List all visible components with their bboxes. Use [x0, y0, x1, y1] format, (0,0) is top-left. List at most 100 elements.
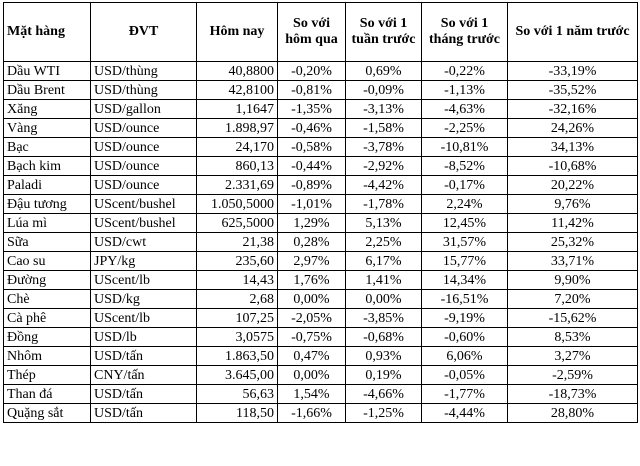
table-row: Sữa USD/cwt 21,38 0,28% 2,25% 31,57% 25,32%: [3, 232, 638, 252]
cell-vs-1-year: -33,19%: [507, 61, 638, 81]
cell-vs-1-month: 15,77%: [421, 251, 508, 271]
cell-vs-1-year: -18,73%: [507, 384, 638, 404]
cell-vs-1-week: -1,25%: [345, 403, 422, 423]
table-header: Mặt hàng ĐVT Hôm nay So với hôm qua So v…: [3, 2, 638, 62]
cell-commodity: Sữa: [3, 232, 91, 252]
cell-vs-1-month: -0,17%: [421, 175, 508, 195]
cell-unit: USD/ounce: [90, 175, 197, 195]
commodity-price-table: Mặt hàng ĐVT Hôm nay So với hôm qua So v…: [3, 2, 638, 423]
table-row: Đồng USD/lb 3,0575 -0,75% -0,68% -0,60% 8,53%: [3, 327, 638, 347]
cell-vs-yesterday: 1,29%: [277, 213, 346, 233]
cell-vs-1-month: -8,52%: [421, 156, 508, 176]
cell-commodity: Cà phê: [3, 308, 91, 328]
cell-vs-yesterday: 1,54%: [277, 384, 346, 404]
cell-today: 24,170: [196, 137, 278, 157]
cell-unit: UScent/bushel: [90, 194, 197, 214]
table-row: Lúa mì UScent/bushel 625,5000 1,29% 5,13% 12,…: [3, 213, 638, 233]
header-vs-yesterday: So với hôm qua: [277, 2, 346, 62]
cell-vs-1-year: 7,20%: [507, 289, 638, 309]
cell-vs-1-year: -32,16%: [507, 99, 638, 119]
cell-unit: USD/thùng: [90, 80, 197, 100]
cell-vs-1-year: 28,80%: [507, 403, 638, 423]
table-row: Than đá USD/tấn 56,63 1,54% -4,66% -1,77% -18,…: [3, 384, 638, 404]
cell-commodity: Chè: [3, 289, 91, 309]
cell-vs-1-year: 20,22%: [507, 175, 638, 195]
cell-today: 235,60: [196, 251, 278, 271]
cell-vs-1-year: 8,53%: [507, 327, 638, 347]
cell-vs-yesterday: 0,47%: [277, 346, 346, 366]
cell-vs-1-year: 33,71%: [507, 251, 638, 271]
cell-unit: USD/tấn: [90, 403, 197, 423]
table-row: Dầu Brent USD/thùng 42,8100 -0,81% -0,09% -1,…: [3, 80, 638, 100]
cell-vs-1-week: -3,13%: [345, 99, 422, 119]
cell-unit: USD/gallon: [90, 99, 197, 119]
cell-commodity: Vàng: [3, 118, 91, 138]
cell-vs-1-week: -2,92%: [345, 156, 422, 176]
cell-vs-yesterday: -0,75%: [277, 327, 346, 347]
cell-vs-1-month: -16,51%: [421, 289, 508, 309]
cell-vs-1-month: -0,22%: [421, 61, 508, 81]
cell-today: 42,8100: [196, 80, 278, 100]
cell-today: 107,25: [196, 308, 278, 328]
cell-vs-1-week: 5,13%: [345, 213, 422, 233]
cell-vs-1-month: -1,77%: [421, 384, 508, 404]
cell-commodity: Thép: [3, 365, 91, 385]
table-row: Dầu WTI USD/thùng 40,8800 -0,20% 0,69% -0,22%…: [3, 61, 638, 81]
cell-vs-yesterday: -0,58%: [277, 137, 346, 157]
cell-commodity: Bạch kim: [3, 156, 91, 176]
cell-vs-1-year: 9,90%: [507, 270, 638, 290]
header-row: Mặt hàng ĐVT Hôm nay So với hôm qua So v…: [3, 2, 638, 62]
cell-vs-1-year: -15,62%: [507, 308, 638, 328]
cell-unit: USD/cwt: [90, 232, 197, 252]
table-row: Bạch kim USD/ounce 860,13 -0,44% -2,92% -8,52…: [3, 156, 638, 176]
cell-unit: UScent/lb: [90, 308, 197, 328]
cell-vs-1-year: -35,52%: [507, 80, 638, 100]
cell-vs-1-month: 12,45%: [421, 213, 508, 233]
table-row: Quặng sắt USD/tấn 118,50 -1,66% -1,25% -4,44%…: [3, 403, 638, 423]
cell-vs-1-week: 0,19%: [345, 365, 422, 385]
cell-vs-yesterday: -0,89%: [277, 175, 346, 195]
cell-vs-1-year: -2,59%: [507, 365, 638, 385]
cell-vs-1-month: -2,25%: [421, 118, 508, 138]
cell-today: 625,5000: [196, 213, 278, 233]
cell-vs-1-week: -0,68%: [345, 327, 422, 347]
cell-unit: USD/kg: [90, 289, 197, 309]
cell-vs-yesterday: -2,05%: [277, 308, 346, 328]
cell-today: 40,8800: [196, 61, 278, 81]
cell-vs-yesterday: -1,01%: [277, 194, 346, 214]
header-commodity: Mặt hàng: [3, 2, 91, 62]
cell-commodity: Cao su: [3, 251, 91, 271]
cell-commodity: Đường: [3, 270, 91, 290]
cell-vs-1-week: 0,69%: [345, 61, 422, 81]
cell-vs-yesterday: 1,76%: [277, 270, 346, 290]
cell-vs-1-month: 6,06%: [421, 346, 508, 366]
table-row: Đậu tương UScent/bushel 1.050,5000 -1,01% -1…: [3, 194, 638, 214]
cell-commodity: Bạc: [3, 137, 91, 157]
cell-commodity: Xăng: [3, 99, 91, 119]
cell-vs-1-month: -10,81%: [421, 137, 508, 157]
cell-vs-yesterday: 0,00%: [277, 289, 346, 309]
table-row: Đường UScent/lb 14,43 1,76% 1,41% 14,34% 9,90%: [3, 270, 638, 290]
cell-vs-1-year: 34,13%: [507, 137, 638, 157]
cell-unit: UScent/bushel: [90, 213, 197, 233]
cell-vs-yesterday: -0,81%: [277, 80, 346, 100]
cell-unit: USD/ounce: [90, 156, 197, 176]
cell-unit: USD/tấn: [90, 384, 197, 404]
cell-vs-1-month: 2,24%: [421, 194, 508, 214]
cell-commodity: Đồng: [3, 327, 91, 347]
table-body: Dầu WTI USD/thùng 40,8800 -0,20% 0,69% -0,22%…: [3, 61, 638, 423]
cell-vs-1-month: 31,57%: [421, 232, 508, 252]
cell-vs-1-year: 25,32%: [507, 232, 638, 252]
cell-vs-yesterday: -0,20%: [277, 61, 346, 81]
cell-today: 860,13: [196, 156, 278, 176]
cell-vs-yesterday: 2,97%: [277, 251, 346, 271]
cell-vs-1-week: -4,42%: [345, 175, 422, 195]
cell-commodity: Quặng sắt: [3, 403, 91, 423]
table-row: Thép CNY/tấn 3.645,00 0,00% 0,19% -0,05% -2,59…: [3, 365, 638, 385]
cell-unit: USD/lb: [90, 327, 197, 347]
cell-commodity: Dầu WTI: [3, 61, 91, 81]
table-row: Paladi USD/ounce 2.331,69 -0,89% -4,42% -0,17…: [3, 175, 638, 195]
header-vs-1-month: So với 1 tháng trước: [421, 2, 508, 62]
cell-unit: USD/thùng: [90, 61, 197, 81]
cell-today: 14,43: [196, 270, 278, 290]
